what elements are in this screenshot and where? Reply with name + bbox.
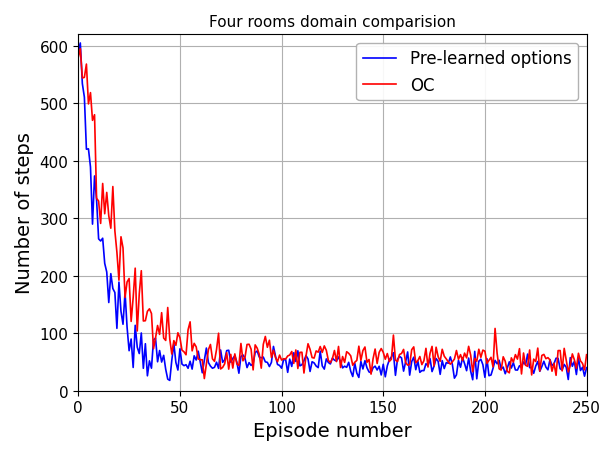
Pre-learned options: [422, 361, 429, 367]
Pre-learned options: [386, 357, 393, 363]
OC: [422, 346, 429, 351]
OC: [278, 358, 285, 363]
Pre-learned options: [75, 50, 82, 55]
OC: [310, 355, 318, 361]
X-axis label: Episode number: Episode number: [253, 421, 411, 440]
Pre-learned options: [76, 41, 84, 46]
Title: Four rooms domain comparision: Four rooms domain comparision: [209, 15, 456, 30]
Pre-learned options: [461, 361, 468, 367]
OC: [201, 376, 208, 381]
Pre-learned options: [310, 360, 318, 366]
Legend: Pre-learned options, OC: Pre-learned options, OC: [357, 44, 578, 101]
OC: [75, 56, 82, 61]
Pre-learned options: [166, 378, 174, 383]
OC: [386, 359, 393, 364]
Line: Pre-learned options: Pre-learned options: [78, 44, 586, 380]
Y-axis label: Number of steps: Number of steps: [15, 132, 34, 294]
Pre-learned options: [583, 365, 590, 370]
OC: [461, 351, 468, 356]
Pre-learned options: [379, 362, 387, 367]
OC: [583, 352, 590, 358]
OC: [379, 350, 387, 355]
Line: OC: OC: [78, 50, 586, 379]
Pre-learned options: [278, 366, 285, 371]
OC: [76, 47, 84, 52]
